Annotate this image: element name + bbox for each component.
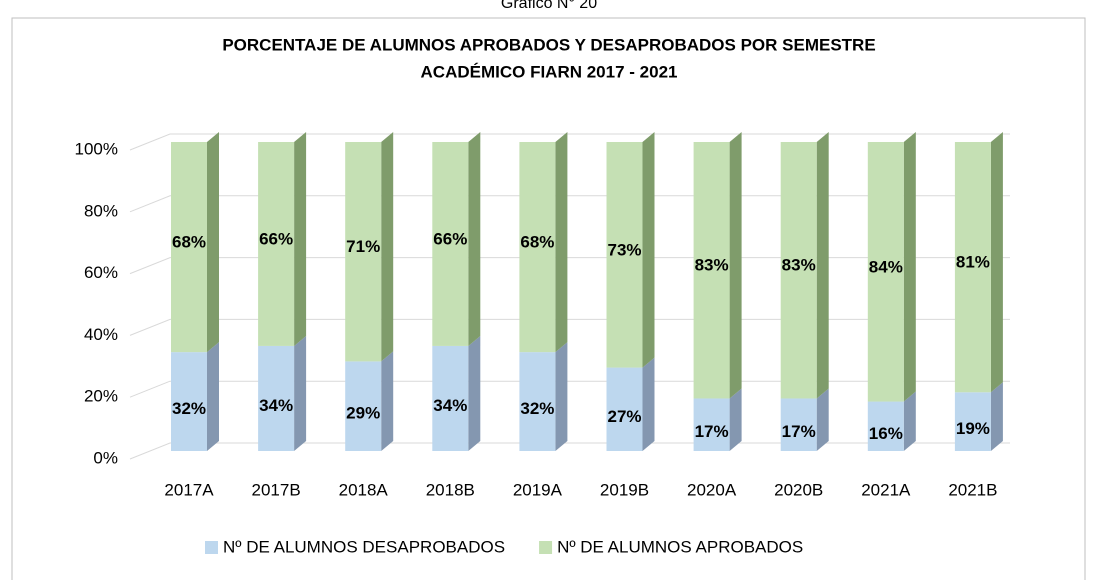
bar xyxy=(171,352,207,451)
bar xyxy=(258,142,295,346)
x-tick-label: 2019B xyxy=(600,480,649,499)
x-tick-label: 2021B xyxy=(948,480,997,499)
data-label: 66% xyxy=(433,229,467,248)
bar-side xyxy=(381,351,394,451)
data-label: 27% xyxy=(607,407,641,426)
legend-label: Nº DE ALUMNOS DESAPROBADOS xyxy=(223,537,505,556)
x-tick-label: 2020A xyxy=(687,480,737,499)
bar xyxy=(432,142,469,346)
bar xyxy=(345,361,382,451)
bar-side xyxy=(555,342,568,451)
bar xyxy=(780,398,817,451)
y-tick-label: 80% xyxy=(84,201,118,220)
bar xyxy=(693,142,730,399)
data-label: 73% xyxy=(607,240,641,259)
bar xyxy=(171,142,207,353)
grid-line xyxy=(129,133,1010,151)
bar xyxy=(867,142,904,402)
chart-title: PORCENTAJE DE ALUMNOS APROBADOS Y DESAPR… xyxy=(222,35,875,54)
bar xyxy=(780,142,817,399)
data-label: 68% xyxy=(172,233,206,252)
bar-side xyxy=(729,132,742,399)
x-tick-label: 2020B xyxy=(774,480,823,499)
bar xyxy=(954,142,991,393)
bar xyxy=(606,367,643,451)
bar-side xyxy=(294,132,307,346)
bar-side xyxy=(207,342,219,451)
bar xyxy=(258,345,295,451)
x-tick-label: 2017A xyxy=(164,480,214,499)
bar-side xyxy=(903,391,916,451)
bar xyxy=(519,352,556,451)
bar-side xyxy=(729,388,742,451)
data-label: 68% xyxy=(520,233,554,252)
bar-side xyxy=(816,132,829,399)
y-tick-label: 40% xyxy=(84,325,118,344)
bar-side xyxy=(468,335,481,451)
bar xyxy=(432,345,469,451)
data-label: 34% xyxy=(259,396,293,415)
bar-side xyxy=(903,132,916,402)
x-tick-label: 2021A xyxy=(861,480,911,499)
data-label: 34% xyxy=(433,396,467,415)
y-tick-label: 20% xyxy=(84,387,118,406)
bar xyxy=(606,142,643,368)
data-label: 17% xyxy=(695,422,729,441)
x-tick-label: 2018B xyxy=(426,480,475,499)
x-tick-label: 2017B xyxy=(252,480,301,499)
bar-side xyxy=(381,132,394,362)
data-label: 71% xyxy=(346,237,380,256)
data-label: 84% xyxy=(869,257,903,276)
data-label: 17% xyxy=(782,422,816,441)
y-tick-label: 100% xyxy=(75,139,118,158)
caption: Gráfico N° 20 xyxy=(501,0,597,12)
x-tick-label: 2019A xyxy=(513,480,563,499)
data-label: 81% xyxy=(956,253,990,272)
y-tick-label: 60% xyxy=(84,263,118,282)
bar xyxy=(693,398,730,451)
data-label: 16% xyxy=(869,424,903,443)
bar xyxy=(345,142,382,362)
y-tick-label: 0% xyxy=(93,448,118,467)
bar-side xyxy=(642,132,655,368)
legend-swatch xyxy=(205,541,218,554)
data-label: 32% xyxy=(520,399,554,418)
bar-side xyxy=(555,132,568,353)
chart-title: ACADÉMICO FIARN 2017 - 2021 xyxy=(421,62,678,81)
bar-side xyxy=(642,357,655,451)
bar xyxy=(867,401,904,451)
bar-side xyxy=(990,382,1003,451)
bar-side xyxy=(294,335,307,451)
bar-side xyxy=(468,132,481,346)
bar-side xyxy=(207,132,219,353)
data-label: 32% xyxy=(172,399,206,418)
data-label: 83% xyxy=(695,256,729,275)
legend-label: Nº DE ALUMNOS APROBADOS xyxy=(557,537,803,556)
legend-swatch xyxy=(539,541,553,554)
bar xyxy=(954,392,991,451)
bar xyxy=(519,142,556,353)
data-label: 19% xyxy=(956,419,990,438)
bar-side xyxy=(816,388,829,451)
data-label: 66% xyxy=(259,229,293,248)
x-tick-label: 2018A xyxy=(339,480,389,499)
data-label: 29% xyxy=(346,404,380,423)
data-label: 83% xyxy=(782,256,816,275)
bar-side xyxy=(990,132,1003,393)
